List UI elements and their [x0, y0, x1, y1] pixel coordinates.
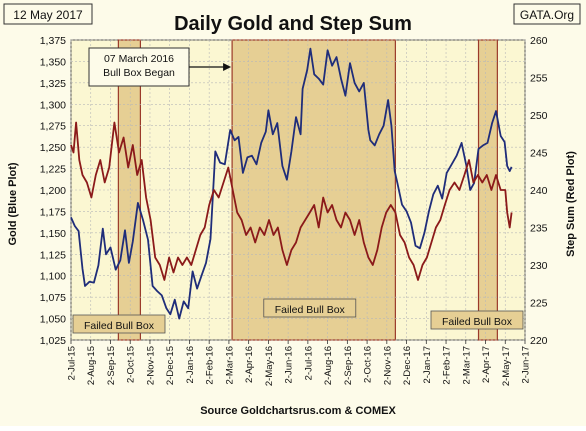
y-axis-left-ticks: 1,025 1,050 1,075 1,100 1,125 1,150 1,175 1,200… — [40, 35, 66, 347]
source-tag: GATA.Org — [520, 8, 574, 22]
x-tick-label: 2-Sep-15 — [106, 346, 117, 385]
x-tick-label: 2-May-16 — [264, 346, 275, 386]
x-tick-label: 2-Mar-16 — [224, 346, 235, 385]
source-tag-box — [513, 3, 581, 25]
y-left-tick-label: 1,150 — [40, 228, 66, 240]
y-left-tick-label: 1,050 — [40, 314, 66, 326]
header-date-box — [3, 3, 93, 25]
grid-lines — [70, 39, 526, 341]
header-date: 12 May 2017 — [13, 8, 83, 22]
y-left-tick-label: 1,275 — [40, 121, 66, 133]
step-sum-line — [70, 121, 513, 281]
x-tick-label: 2-Jun-17 — [521, 346, 532, 384]
y-axis-right-label: Step Sum (Red Plot) — [565, 151, 577, 257]
annotation-text-line: Bull Box Began — [103, 67, 175, 79]
failed-bull-box-label-bg — [430, 310, 524, 330]
x-tick-label: 2-Mar-17 — [461, 346, 472, 385]
y-right-tick-label: 240 — [530, 185, 548, 197]
footer-source: Source Goldchartsrus.com & COMEX — [200, 405, 396, 417]
failed-bull-box-label: Failed Bull Box — [442, 316, 513, 328]
x-tick-label: 2-Aug-16 — [323, 346, 334, 385]
y-left-tick-label: 1,100 — [40, 271, 66, 283]
x-tick-label: 2-Jul-16 — [303, 346, 314, 380]
x-tick-label: 2-Apr-17 — [481, 346, 492, 383]
series-layer: Failed Bull Box Failed Bull Box Failed Bul… — [70, 47, 524, 334]
x-tick-label: 2-Oct-15 — [126, 346, 137, 383]
bull-box-annotation: 07 March 2016 Bull Box Began — [88, 47, 232, 87]
y-right-tick-label: 255 — [530, 73, 548, 85]
y-right-tick-label: 225 — [530, 298, 548, 310]
y-left-tick-label: 1,200 — [40, 185, 66, 197]
failed-bull-box-label-bg — [263, 298, 357, 318]
x-tick-label: 2-Jul-15 — [67, 346, 78, 380]
y-left-tick-label: 1,325 — [40, 78, 66, 90]
x-tick-label: 2-Feb-16 — [205, 346, 216, 385]
x-tick-label: 2-Dec-16 — [402, 346, 413, 385]
y-left-tick-label: 1,375 — [40, 35, 66, 47]
x-tick-label: 2-Jun-16 — [284, 346, 295, 384]
x-tick-label: 2-Dec-15 — [165, 346, 176, 385]
y-right-tick-label: 260 — [530, 35, 548, 47]
failed-bull-box-label: Failed Bull Box — [84, 320, 155, 332]
x-tick-label: 2-Nov-16 — [382, 346, 393, 385]
x-tick-label: 2-Apr-16 — [244, 346, 255, 383]
x-tick-label: 2-Jan-16 — [185, 346, 196, 384]
y-right-tick-label: 230 — [530, 260, 548, 272]
failed-bull-box-label: Failed Bull Box — [275, 304, 346, 316]
y-left-tick-label: 1,075 — [40, 292, 66, 304]
x-tick-label: 2-Oct-16 — [363, 346, 374, 383]
y-left-tick-label: 1,350 — [40, 56, 66, 68]
x-tick-label: 2-Aug-15 — [86, 346, 97, 385]
y-axis-right-ticks: 220 225 230 235 240 245 250 255 260 — [530, 35, 548, 347]
chart-title: Daily Gold and Step Sum — [174, 13, 412, 35]
y-right-tick-label: 250 — [530, 110, 548, 122]
y-axis-left-label: Gold (Blue Plot) — [7, 162, 19, 245]
x-axis-ticks: 2-Jul-15 2-Aug-15 2-Sep-15 2-Oct-15 2-Nov-15… — [67, 340, 532, 386]
gold-line — [70, 47, 513, 320]
y-left-tick-label: 1,175 — [40, 206, 66, 218]
y-right-tick-label: 235 — [530, 223, 548, 235]
y-right-tick-label: 220 — [530, 335, 548, 347]
x-tick-label: 2-May-17 — [501, 346, 512, 386]
annotation-arrow-head — [223, 63, 232, 71]
x-tick-label: 2-Feb-17 — [442, 346, 453, 385]
y-left-tick-label: 1,300 — [40, 99, 66, 111]
failed-bull-box-label-bg — [72, 314, 166, 334]
annotation-text-line: 07 March 2016 — [104, 53, 174, 65]
annotation-box — [88, 47, 190, 87]
y-left-tick-label: 1,225 — [40, 164, 66, 176]
x-tick-label: 2-Jan-17 — [422, 346, 433, 384]
x-tick-label: 2-Nov-15 — [145, 346, 156, 385]
x-tick-label: 2-Sep-16 — [343, 346, 354, 385]
y-right-tick-label: 245 — [530, 148, 548, 160]
y-left-tick-label: 1,025 — [40, 335, 66, 347]
y-left-tick-label: 1,125 — [40, 249, 66, 261]
y-left-tick-label: 1,250 — [40, 142, 66, 154]
